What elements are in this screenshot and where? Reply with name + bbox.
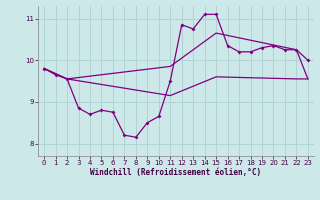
X-axis label: Windchill (Refroidissement éolien,°C): Windchill (Refroidissement éolien,°C) bbox=[91, 168, 261, 177]
